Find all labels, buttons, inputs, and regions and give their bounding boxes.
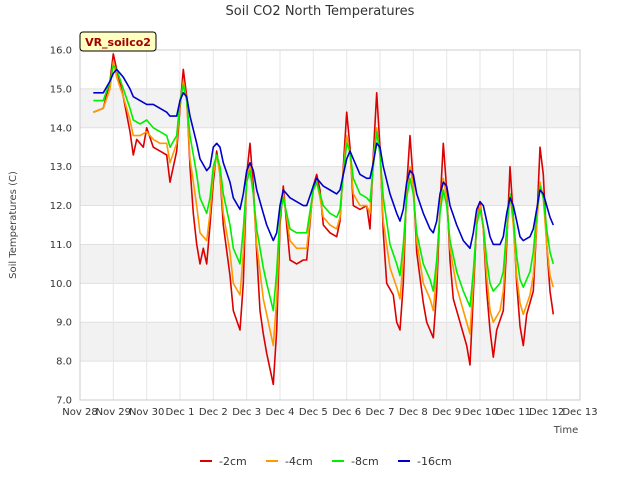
x-tick-label: Dec 2 bbox=[199, 407, 228, 418]
y-tick-label: 10.0 bbox=[50, 279, 72, 290]
y-tick-label: 15.0 bbox=[50, 84, 72, 95]
x-tick-label: Dec 13 bbox=[562, 407, 597, 418]
y-ticks: 7.0 8.0 9.0 10.0 11.0 12.0 13.0 14.0 15.0 16.0 bbox=[50, 46, 72, 407]
series-line-3 bbox=[93, 64, 555, 312]
x-tick-label: Dec 12 bbox=[529, 407, 564, 418]
chart-badge: VR_soilco2 bbox=[79, 31, 157, 52]
y-tick-label: 7.0 bbox=[56, 396, 72, 407]
legend-label: -16cm bbox=[417, 455, 452, 468]
legend-label: -2cm bbox=[219, 455, 247, 468]
x-axis-label: Time bbox=[553, 425, 578, 436]
y-tick-label: 14.0 bbox=[50, 123, 72, 134]
plot-band bbox=[80, 88, 580, 128]
legend-label: -8cm bbox=[351, 455, 379, 468]
y-axis-label: Soil Temperatures (C) bbox=[8, 171, 19, 279]
legend: -2cm -4cm -8cm -16cm bbox=[200, 455, 452, 468]
plot-band bbox=[80, 322, 580, 362]
plot-area-border bbox=[79, 49, 581, 401]
x-tick-label: Dec 10 bbox=[462, 407, 497, 418]
x-tick-label: Dec 3 bbox=[232, 407, 261, 418]
series-line-4 bbox=[93, 68, 555, 250]
series-lines bbox=[93, 53, 555, 386]
x-tick-label: Dec 6 bbox=[332, 407, 361, 418]
x-tick-label: Nov 28 bbox=[62, 407, 97, 418]
y-tick-label: 12.0 bbox=[50, 201, 72, 212]
x-tick-label: Nov 29 bbox=[96, 407, 131, 418]
y-tick-label: 11.0 bbox=[50, 240, 72, 251]
x-tick-label: Dec 5 bbox=[299, 407, 328, 418]
y-tick-label: 8.0 bbox=[56, 357, 72, 368]
x-tick-label: Dec 4 bbox=[266, 407, 295, 418]
x-tick-label: Dec 7 bbox=[366, 407, 395, 418]
legend-label: -4cm bbox=[285, 455, 313, 468]
y-tick-label: 9.0 bbox=[56, 318, 72, 329]
x-tick-label: Dec 8 bbox=[399, 407, 428, 418]
badge-label: VR_soilco2 bbox=[85, 36, 151, 49]
x-tick-label: Dec 11 bbox=[496, 407, 531, 418]
y-tick-label: 16.0 bbox=[50, 46, 72, 57]
x-tick-label: Dec 9 bbox=[432, 407, 461, 418]
y-tick-label: 13.0 bbox=[50, 162, 72, 173]
plot-band bbox=[80, 166, 580, 206]
plot-band bbox=[80, 244, 580, 284]
x-tick-label: Nov 30 bbox=[129, 407, 164, 418]
badge-box bbox=[79, 31, 157, 52]
chart-title: Soil CO2 North Temperatures bbox=[226, 4, 415, 19]
x-tick-label: Dec 1 bbox=[166, 407, 195, 418]
